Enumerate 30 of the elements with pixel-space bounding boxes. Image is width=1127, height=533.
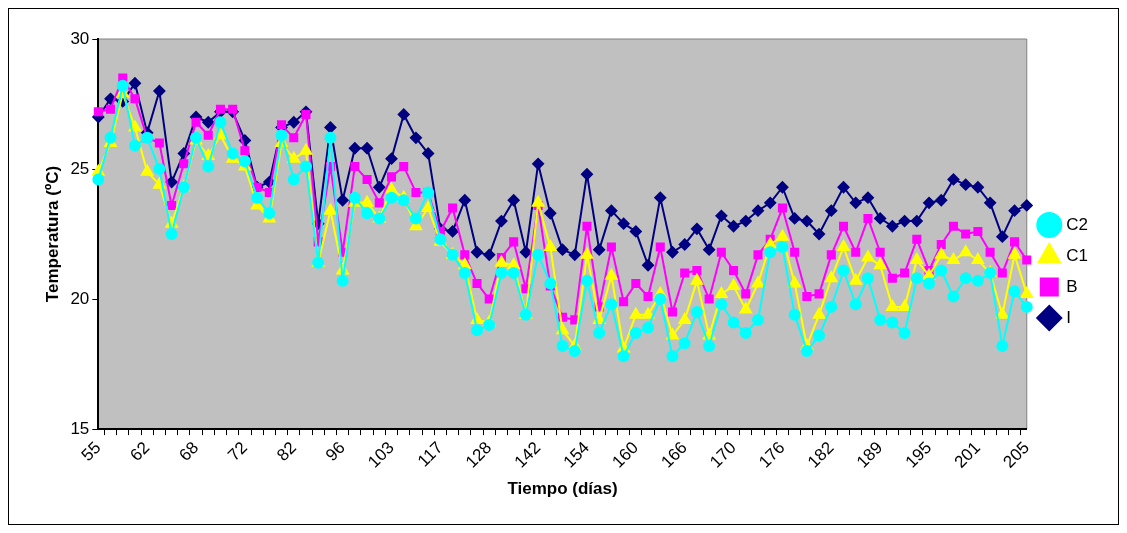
x-tick-label: 166 [657, 438, 691, 472]
x-tick-label: 55 [77, 438, 105, 465]
legend-label: C2 [1066, 214, 1088, 234]
y-tick-label: 25 [70, 158, 90, 178]
x-tick-label: 182 [803, 438, 838, 472]
x-tick-label: 205 [999, 438, 1033, 472]
x-tick-label: 103 [364, 438, 398, 472]
x-tick-label: 170 [706, 438, 740, 472]
x-tick-label: 72 [224, 438, 252, 465]
x-tick-label: 128 [461, 438, 496, 472]
y-tick-label: 20 [70, 288, 90, 308]
legend-label: C1 [1066, 245, 1088, 265]
y-axis-title: Temperatura (ºC) [42, 165, 62, 303]
x-tick-label: 189 [852, 438, 887, 472]
y-tick-label: 30 [70, 28, 90, 48]
legend-label: I [1066, 307, 1071, 327]
x-tick-label: 68 [175, 438, 203, 465]
x-tick-label: 82 [273, 438, 300, 465]
x-tick-label: 117 [413, 438, 447, 471]
x-axis-title: Tiempo (días) [507, 479, 618, 499]
legend-label: B [1066, 276, 1078, 296]
x-tick-label: 160 [608, 438, 642, 472]
x-tick-label: 154 [559, 438, 594, 472]
x-tick-label: 142 [510, 438, 545, 472]
x-tick-label: 96 [321, 438, 349, 465]
x-tick-label: 201 [950, 438, 985, 472]
x-tick-label: 62 [126, 438, 154, 465]
y-tick-label: 15 [70, 418, 90, 438]
x-tick-label: 176 [755, 438, 789, 472]
x-tick-label: 195 [901, 438, 936, 472]
